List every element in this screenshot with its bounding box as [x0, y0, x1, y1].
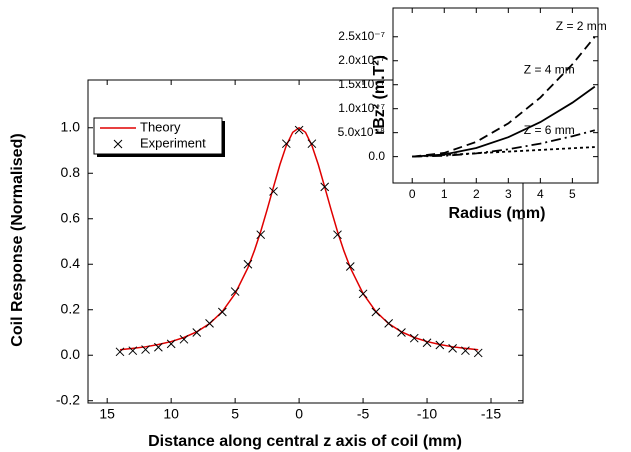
- marker: [192, 328, 202, 337]
- y-tick-label: 1.0x10⁻⁷: [338, 101, 385, 115]
- series-line: [412, 36, 596, 158]
- marker: [358, 289, 368, 299]
- marker: [179, 334, 189, 344]
- y-axis-label: rBz² (m.T²): [371, 55, 388, 135]
- y-tick-label: -0.2: [56, 391, 80, 407]
- marker: [205, 319, 214, 328]
- legend-marker: [113, 139, 123, 149]
- x-tick-label: 15: [99, 406, 115, 422]
- marker: [320, 182, 330, 192]
- y-tick-label: 2.0x10⁻⁷: [338, 53, 385, 67]
- series-label: Z = 4 mm: [524, 62, 575, 76]
- marker: [230, 287, 240, 296]
- marker: [397, 328, 406, 337]
- plot-frame: [392, 7, 599, 184]
- x-tick-label: 2: [473, 187, 480, 201]
- marker: [461, 346, 470, 356]
- marker: [269, 187, 278, 196]
- marker: [307, 139, 317, 149]
- y-tick-label: 1.5x10⁻⁷: [338, 77, 385, 91]
- marker: [243, 259, 253, 269]
- marker: [294, 125, 304, 135]
- y-tick-label: 0.8: [61, 164, 81, 180]
- marker: [333, 230, 342, 240]
- x-tick-label: -10: [417, 406, 437, 422]
- y-tick-label: 0.0: [61, 346, 81, 362]
- y-tick-label: 0.6: [61, 209, 81, 225]
- series-label: Z = 6 mm: [524, 123, 575, 137]
- y-tick-label: 0.0: [368, 149, 385, 163]
- x-tick-label: 0: [409, 187, 416, 201]
- marker: [217, 307, 227, 317]
- marker: [384, 319, 394, 328]
- y-tick-label: 1.0: [61, 118, 81, 134]
- marker: [422, 338, 432, 348]
- marker: [345, 262, 355, 271]
- marker: [141, 345, 150, 354]
- x-tick-label: 10: [163, 406, 179, 422]
- x-tick-label: -15: [481, 406, 501, 422]
- x-axis-label: Distance along central z axis of coil (m…: [148, 433, 462, 450]
- inset-chart: 0 1 2 3 4 5 0.0 5.0x10⁻⁸ 1.0x10⁻⁷ 1.5x10⁻⁷ 2.0x10⁻…: [338, 7, 607, 222]
- marker: [409, 333, 419, 343]
- marker: [473, 348, 483, 358]
- marker: [371, 307, 381, 317]
- series-line: [412, 129, 596, 158]
- legend-shadow: [97, 154, 225, 157]
- marker: [166, 339, 176, 349]
- x-tick-label: 0: [295, 406, 303, 422]
- marker: [256, 230, 266, 240]
- x-tick-label: 1: [441, 187, 448, 201]
- y-tick-label: 0.2: [61, 300, 81, 316]
- marker: [154, 342, 163, 352]
- marker: [281, 139, 291, 149]
- marker: [128, 346, 138, 356]
- x-tick-label: -5: [357, 406, 370, 422]
- x-tick-label: 5: [569, 187, 576, 201]
- y-tick-label: 0.4: [61, 255, 81, 271]
- series-label: Z = 2 mm: [556, 19, 607, 33]
- marker: [115, 347, 125, 357]
- x-tick-label: 4: [537, 187, 544, 201]
- x-tick-label: 5: [231, 406, 239, 422]
- legend-shadow: [222, 121, 225, 157]
- marker: [448, 344, 457, 353]
- marker: [435, 340, 445, 350]
- y-tick-label: 2.5x10⁻⁷: [338, 29, 385, 43]
- legend-label: Theory: [140, 119, 181, 134]
- legend-label: Experiment: [140, 135, 206, 150]
- x-tick-label: 3: [505, 187, 512, 201]
- series-line: [412, 146, 595, 158]
- y-axis-label: Coil Response (Normalised): [9, 133, 26, 346]
- x-axis-label: Radius (mm): [449, 205, 546, 222]
- y-tick-label: 5.0x10⁻⁸: [338, 125, 385, 139]
